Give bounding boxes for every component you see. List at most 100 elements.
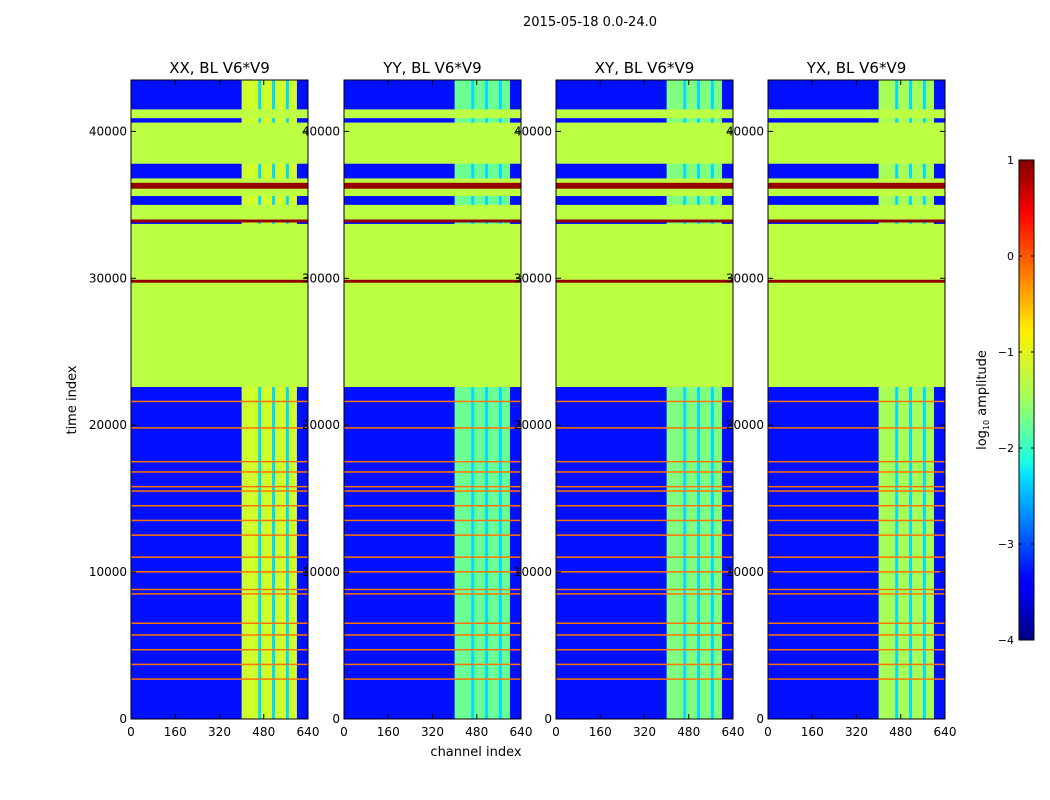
- y-tick-label: 10000: [726, 565, 764, 579]
- rfi-line: [768, 400, 945, 403]
- rfi-line: [556, 678, 733, 680]
- rfi-line: [768, 678, 945, 680]
- rfi-line: [344, 622, 521, 625]
- rfi-line: [131, 490, 308, 492]
- y-tick-label: 20000: [514, 418, 552, 432]
- saturated-row: [768, 182, 945, 189]
- y-tick-label: 10000: [302, 565, 340, 579]
- band-stripe: [895, 80, 899, 719]
- flagged-region: [344, 109, 521, 119]
- rfi-line: [131, 460, 308, 463]
- band-stripe: [922, 80, 926, 719]
- rfi-line: [556, 471, 733, 473]
- y-tick-label: 20000: [89, 418, 127, 432]
- rfi-line: [344, 648, 521, 651]
- x-tick-label: 320: [208, 725, 231, 739]
- rfi-line: [768, 519, 945, 522]
- y-tick-label: 0: [544, 712, 552, 726]
- y-tick-label: 10000: [514, 565, 552, 579]
- saturated-row: [344, 219, 521, 223]
- rfi-line: [131, 648, 308, 651]
- panel-title: XY, BL V6*V9: [595, 59, 695, 77]
- rfi-line: [556, 593, 733, 595]
- flagged-region: [556, 223, 733, 388]
- flagged-region: [344, 122, 521, 164]
- y-tick-label: 40000: [89, 124, 127, 138]
- saturated-row: [131, 279, 308, 283]
- rfi-line: [344, 490, 521, 492]
- rfi-line: [344, 593, 521, 595]
- y-tick-label: 40000: [302, 124, 340, 138]
- x-tick-label: 0: [340, 725, 348, 739]
- panel-title: YX, BL V6*V9: [806, 59, 907, 77]
- colorbar-label-suffix: amplitude: [975, 350, 990, 420]
- colorbar-label: log10 amplitude: [975, 350, 991, 450]
- rfi-line: [131, 588, 308, 591]
- colorbar-tick-label: 0: [1007, 250, 1014, 263]
- band-stripe: [485, 80, 489, 719]
- flagged-region: [344, 204, 521, 220]
- rfi-line: [556, 534, 733, 536]
- rfi-line: [131, 534, 308, 536]
- flagged-region: [556, 109, 733, 119]
- rfi-line: [768, 485, 945, 488]
- colorbar-gradient: [1018, 159, 1035, 641]
- rfi-line: [768, 593, 945, 595]
- y-tick-label: 30000: [89, 271, 127, 285]
- panel-2: XY, BL V6*V9 0 160 320 480 640 0 10000 20000 3000…: [514, 59, 745, 739]
- band-stripe: [498, 80, 502, 719]
- rfi-line: [131, 427, 308, 429]
- rfi-line: [768, 663, 945, 666]
- x-tick-label: 320: [845, 725, 868, 739]
- colorbar-ticks: 1 0 −1 −2 −3 −4: [998, 154, 1034, 647]
- rfi-line: [131, 571, 308, 573]
- rfi-line: [556, 400, 733, 403]
- rfi-line: [344, 460, 521, 463]
- rfi-line: [768, 648, 945, 651]
- rfi-line: [131, 593, 308, 595]
- saturated-row: [556, 182, 733, 189]
- flagged-region: [768, 109, 945, 119]
- rfi-line: [131, 634, 308, 636]
- rfi-line: [344, 556, 521, 558]
- rfi-line: [768, 534, 945, 536]
- band-stripe: [285, 80, 289, 719]
- band-stripe: [710, 80, 714, 719]
- x-tick-label: 320: [633, 725, 656, 739]
- rfi-line: [556, 648, 733, 651]
- flagged-region: [768, 223, 945, 388]
- rfi-line: [556, 490, 733, 492]
- x-axis-label: channel index: [430, 745, 521, 760]
- rfi-line: [344, 427, 521, 429]
- rfi-line: [344, 471, 521, 473]
- rfi-line: [768, 471, 945, 473]
- rfi-line: [768, 490, 945, 492]
- x-tick-label: 160: [164, 725, 187, 739]
- rfi-line: [131, 678, 308, 680]
- y-tick-label: 20000: [726, 418, 764, 432]
- colorbar-label-prefix: log: [975, 430, 990, 450]
- colorbar: 10−1−2−3−4 log10 amplitude: [975, 154, 1035, 647]
- y-tick-label: 40000: [514, 124, 552, 138]
- colorbar-tick-label: −2: [998, 442, 1014, 455]
- heatmap-panels: XX, BL V6*V9 0 160 320 480 640 0 10000 20000 3000…: [89, 59, 957, 739]
- panel-title: YY, BL V6*V9: [382, 59, 481, 77]
- rfi-line: [768, 634, 945, 636]
- x-tick-label: 640: [297, 725, 320, 739]
- saturated-row: [768, 219, 945, 223]
- saturated-row: [768, 279, 945, 283]
- x-tick-label: 640: [510, 725, 533, 739]
- rfi-line: [556, 505, 733, 507]
- rfi-line: [131, 519, 308, 522]
- x-tick-label: 320: [421, 725, 444, 739]
- colorbar-tick-label: −1: [998, 346, 1014, 359]
- rfi-line: [768, 571, 945, 573]
- band-stripe: [683, 80, 687, 719]
- saturated-row: [344, 182, 521, 189]
- rfi-line: [556, 571, 733, 573]
- flagged-region: [131, 109, 308, 119]
- saturated-row: [556, 219, 733, 223]
- panel-3: YX, BL V6*V9 0 160 320 480 640 0 10000 20000 3000…: [726, 59, 957, 739]
- x-tick-label: 640: [934, 725, 957, 739]
- rfi-line: [344, 505, 521, 507]
